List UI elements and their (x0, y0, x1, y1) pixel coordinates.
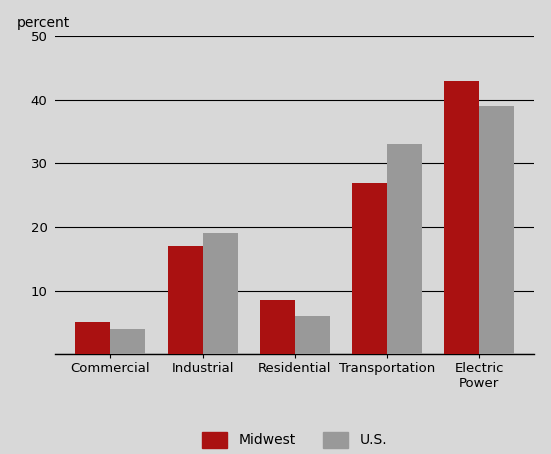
Bar (295, 316, 330, 354)
Bar (387, 144, 422, 354)
Legend: Midwest, U.S.: Midwest, U.S. (196, 424, 394, 454)
Bar (479, 106, 514, 354)
Bar (352, 183, 387, 354)
Bar (168, 246, 203, 354)
Bar (444, 81, 479, 354)
Bar (75, 322, 110, 354)
Bar (260, 300, 295, 354)
Bar (203, 233, 237, 354)
Text: percent: percent (17, 16, 70, 30)
Bar (110, 329, 145, 354)
